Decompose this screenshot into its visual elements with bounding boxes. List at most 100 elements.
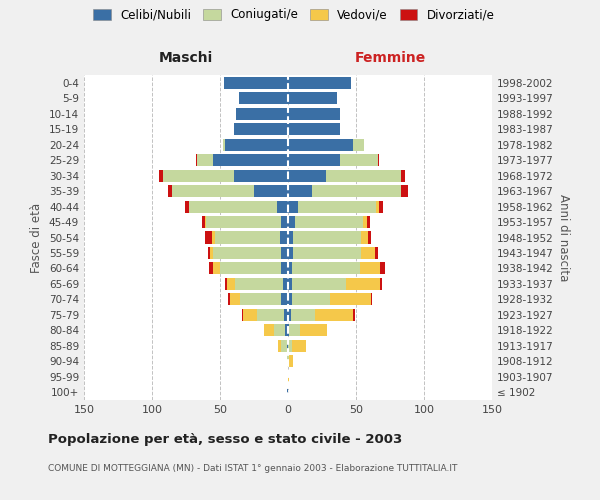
Bar	[288, 278, 292, 290]
Bar	[292, 340, 305, 352]
Bar	[288, 356, 289, 368]
Bar	[363, 216, 367, 228]
Bar	[287, 386, 288, 398]
Bar	[326, 170, 401, 181]
Bar	[292, 262, 360, 274]
Bar	[213, 154, 288, 166]
Bar	[285, 324, 288, 336]
Bar	[298, 200, 376, 212]
Text: Maschi: Maschi	[159, 51, 213, 65]
Bar	[205, 232, 212, 243]
Bar	[360, 262, 380, 274]
Bar	[288, 108, 340, 120]
Bar	[208, 247, 211, 259]
Bar	[401, 170, 405, 181]
Bar	[274, 324, 285, 336]
Bar	[263, 324, 274, 336]
Bar	[241, 294, 281, 306]
Bar	[376, 200, 379, 212]
Bar	[292, 278, 346, 290]
Bar	[288, 309, 291, 321]
Bar	[288, 340, 292, 352]
Bar	[169, 185, 172, 197]
Text: COMUNE DI MOTTEGGIANA (MN) - Dati ISTAT 1° gennaio 2003 - Elaborazione TUTTITALI: COMUNE DI MOTTEGGIANA (MN) - Dati ISTAT …	[48, 464, 457, 473]
Bar	[281, 262, 288, 274]
Bar	[288, 232, 293, 243]
Bar	[288, 154, 340, 166]
Bar	[289, 324, 300, 336]
Bar	[330, 294, 371, 306]
Bar	[315, 309, 353, 321]
Bar	[353, 309, 355, 321]
Bar	[212, 232, 215, 243]
Bar	[257, 309, 284, 321]
Bar	[224, 76, 288, 89]
Bar	[379, 200, 383, 212]
Bar	[281, 294, 288, 306]
Bar	[213, 247, 281, 259]
Bar	[283, 278, 288, 290]
Bar	[288, 247, 293, 259]
Bar	[211, 247, 213, 259]
Bar	[288, 200, 298, 212]
Bar	[226, 138, 288, 150]
Bar	[226, 278, 227, 290]
Bar	[281, 216, 288, 228]
Bar	[196, 154, 197, 166]
Bar	[288, 170, 326, 181]
Bar	[375, 247, 378, 259]
Bar	[277, 200, 288, 212]
Bar	[288, 138, 353, 150]
Bar	[233, 170, 288, 181]
Bar	[230, 294, 241, 306]
Bar	[353, 138, 364, 150]
Bar	[254, 185, 288, 197]
Bar	[215, 232, 280, 243]
Bar	[289, 356, 293, 368]
Bar	[367, 216, 370, 228]
Bar	[378, 154, 379, 166]
Bar	[281, 340, 287, 352]
Bar	[209, 262, 213, 274]
Y-axis label: Fasce di età: Fasce di età	[31, 202, 43, 272]
Bar	[361, 247, 375, 259]
Bar	[280, 232, 288, 243]
Bar	[202, 216, 205, 228]
Bar	[235, 278, 283, 290]
Bar	[287, 356, 288, 368]
Bar	[346, 278, 380, 290]
Bar	[288, 185, 313, 197]
Bar	[371, 294, 373, 306]
Bar	[287, 340, 288, 352]
Bar	[172, 185, 254, 197]
Bar	[239, 92, 288, 104]
Text: Popolazione per età, sesso e stato civile - 2003: Popolazione per età, sesso e stato civil…	[48, 432, 402, 446]
Bar	[380, 278, 382, 290]
Legend: Celibi/Nubili, Coniugati/e, Vedovi/e, Divorziati/e: Celibi/Nubili, Coniugati/e, Vedovi/e, Di…	[93, 8, 495, 22]
Bar	[295, 216, 363, 228]
Bar	[163, 170, 233, 181]
Bar	[288, 294, 292, 306]
Bar	[243, 309, 257, 321]
Bar	[288, 324, 289, 336]
Bar	[380, 262, 385, 274]
Bar	[288, 262, 292, 274]
Bar	[368, 232, 371, 243]
Bar	[361, 232, 368, 243]
Bar	[288, 123, 340, 135]
Bar	[236, 108, 288, 120]
Bar	[293, 232, 361, 243]
Bar	[278, 340, 281, 352]
Bar	[284, 309, 288, 321]
Bar	[288, 92, 337, 104]
Bar	[288, 371, 289, 383]
Bar	[228, 294, 230, 306]
Bar	[401, 185, 407, 197]
Bar	[220, 262, 281, 274]
Bar	[288, 76, 350, 89]
Y-axis label: Anni di nascita: Anni di nascita	[557, 194, 570, 281]
Bar	[233, 123, 288, 135]
Bar	[313, 185, 401, 197]
Bar	[223, 138, 226, 150]
Bar	[185, 200, 189, 212]
